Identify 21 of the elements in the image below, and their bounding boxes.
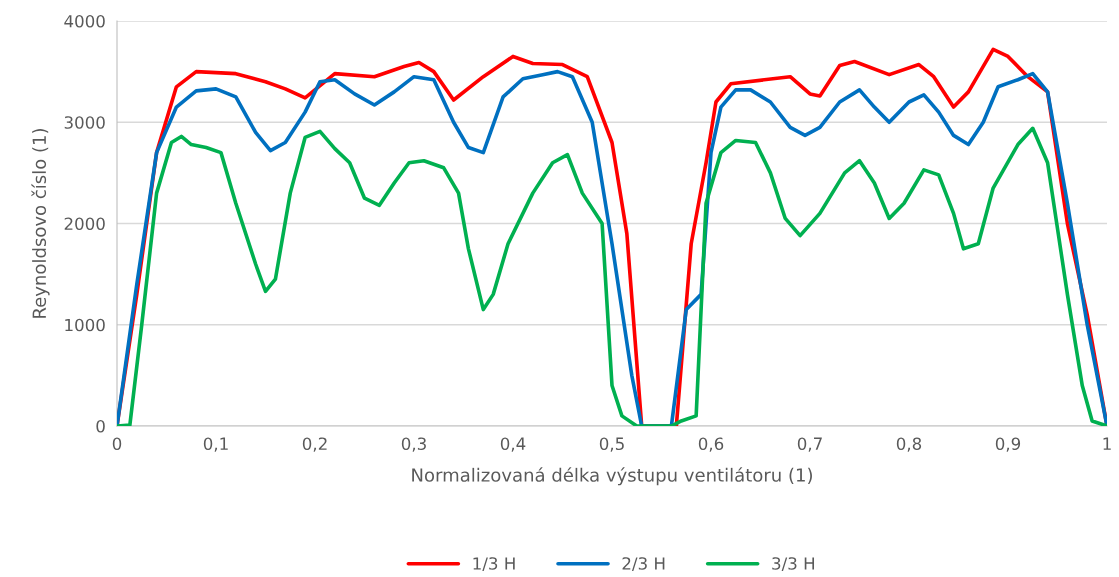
y-tick-label: 2000 <box>64 217 105 231</box>
x-tick-label: 0,3 <box>401 437 426 452</box>
y-tick-label: 1000 <box>65 318 105 332</box>
x-tick-label: 0 <box>112 437 122 451</box>
x-tick-label: 0,9 <box>995 437 1021 452</box>
legend-label: 3/3 H <box>772 557 815 572</box>
x-tick-label: 0,4 <box>500 437 526 452</box>
y-tick-label: 3000 <box>64 116 105 129</box>
y-tick-label: 4000 <box>64 14 105 28</box>
legend-label: 1/3 H <box>473 557 515 572</box>
x-tick-label: 0,2 <box>302 437 327 452</box>
y-axis-title: Reynoldsovo číslo (1) <box>31 128 50 318</box>
x-tick-label: 0,1 <box>203 437 228 452</box>
x-tick-label: 0,8 <box>896 437 922 452</box>
x-axis-title: Normalizovaná délka výstupu ventilátoru (1) <box>412 467 812 486</box>
x-tick-label: 0,5 <box>599 437 624 452</box>
legend-label: 2/3 H <box>622 557 665 572</box>
x-tick-label: 0,6 <box>698 437 724 452</box>
y-tick-label: 0 <box>96 419 105 433</box>
x-tick-label: 1 <box>1103 437 1111 450</box>
x-tick-label: 0,7 <box>797 437 822 452</box>
